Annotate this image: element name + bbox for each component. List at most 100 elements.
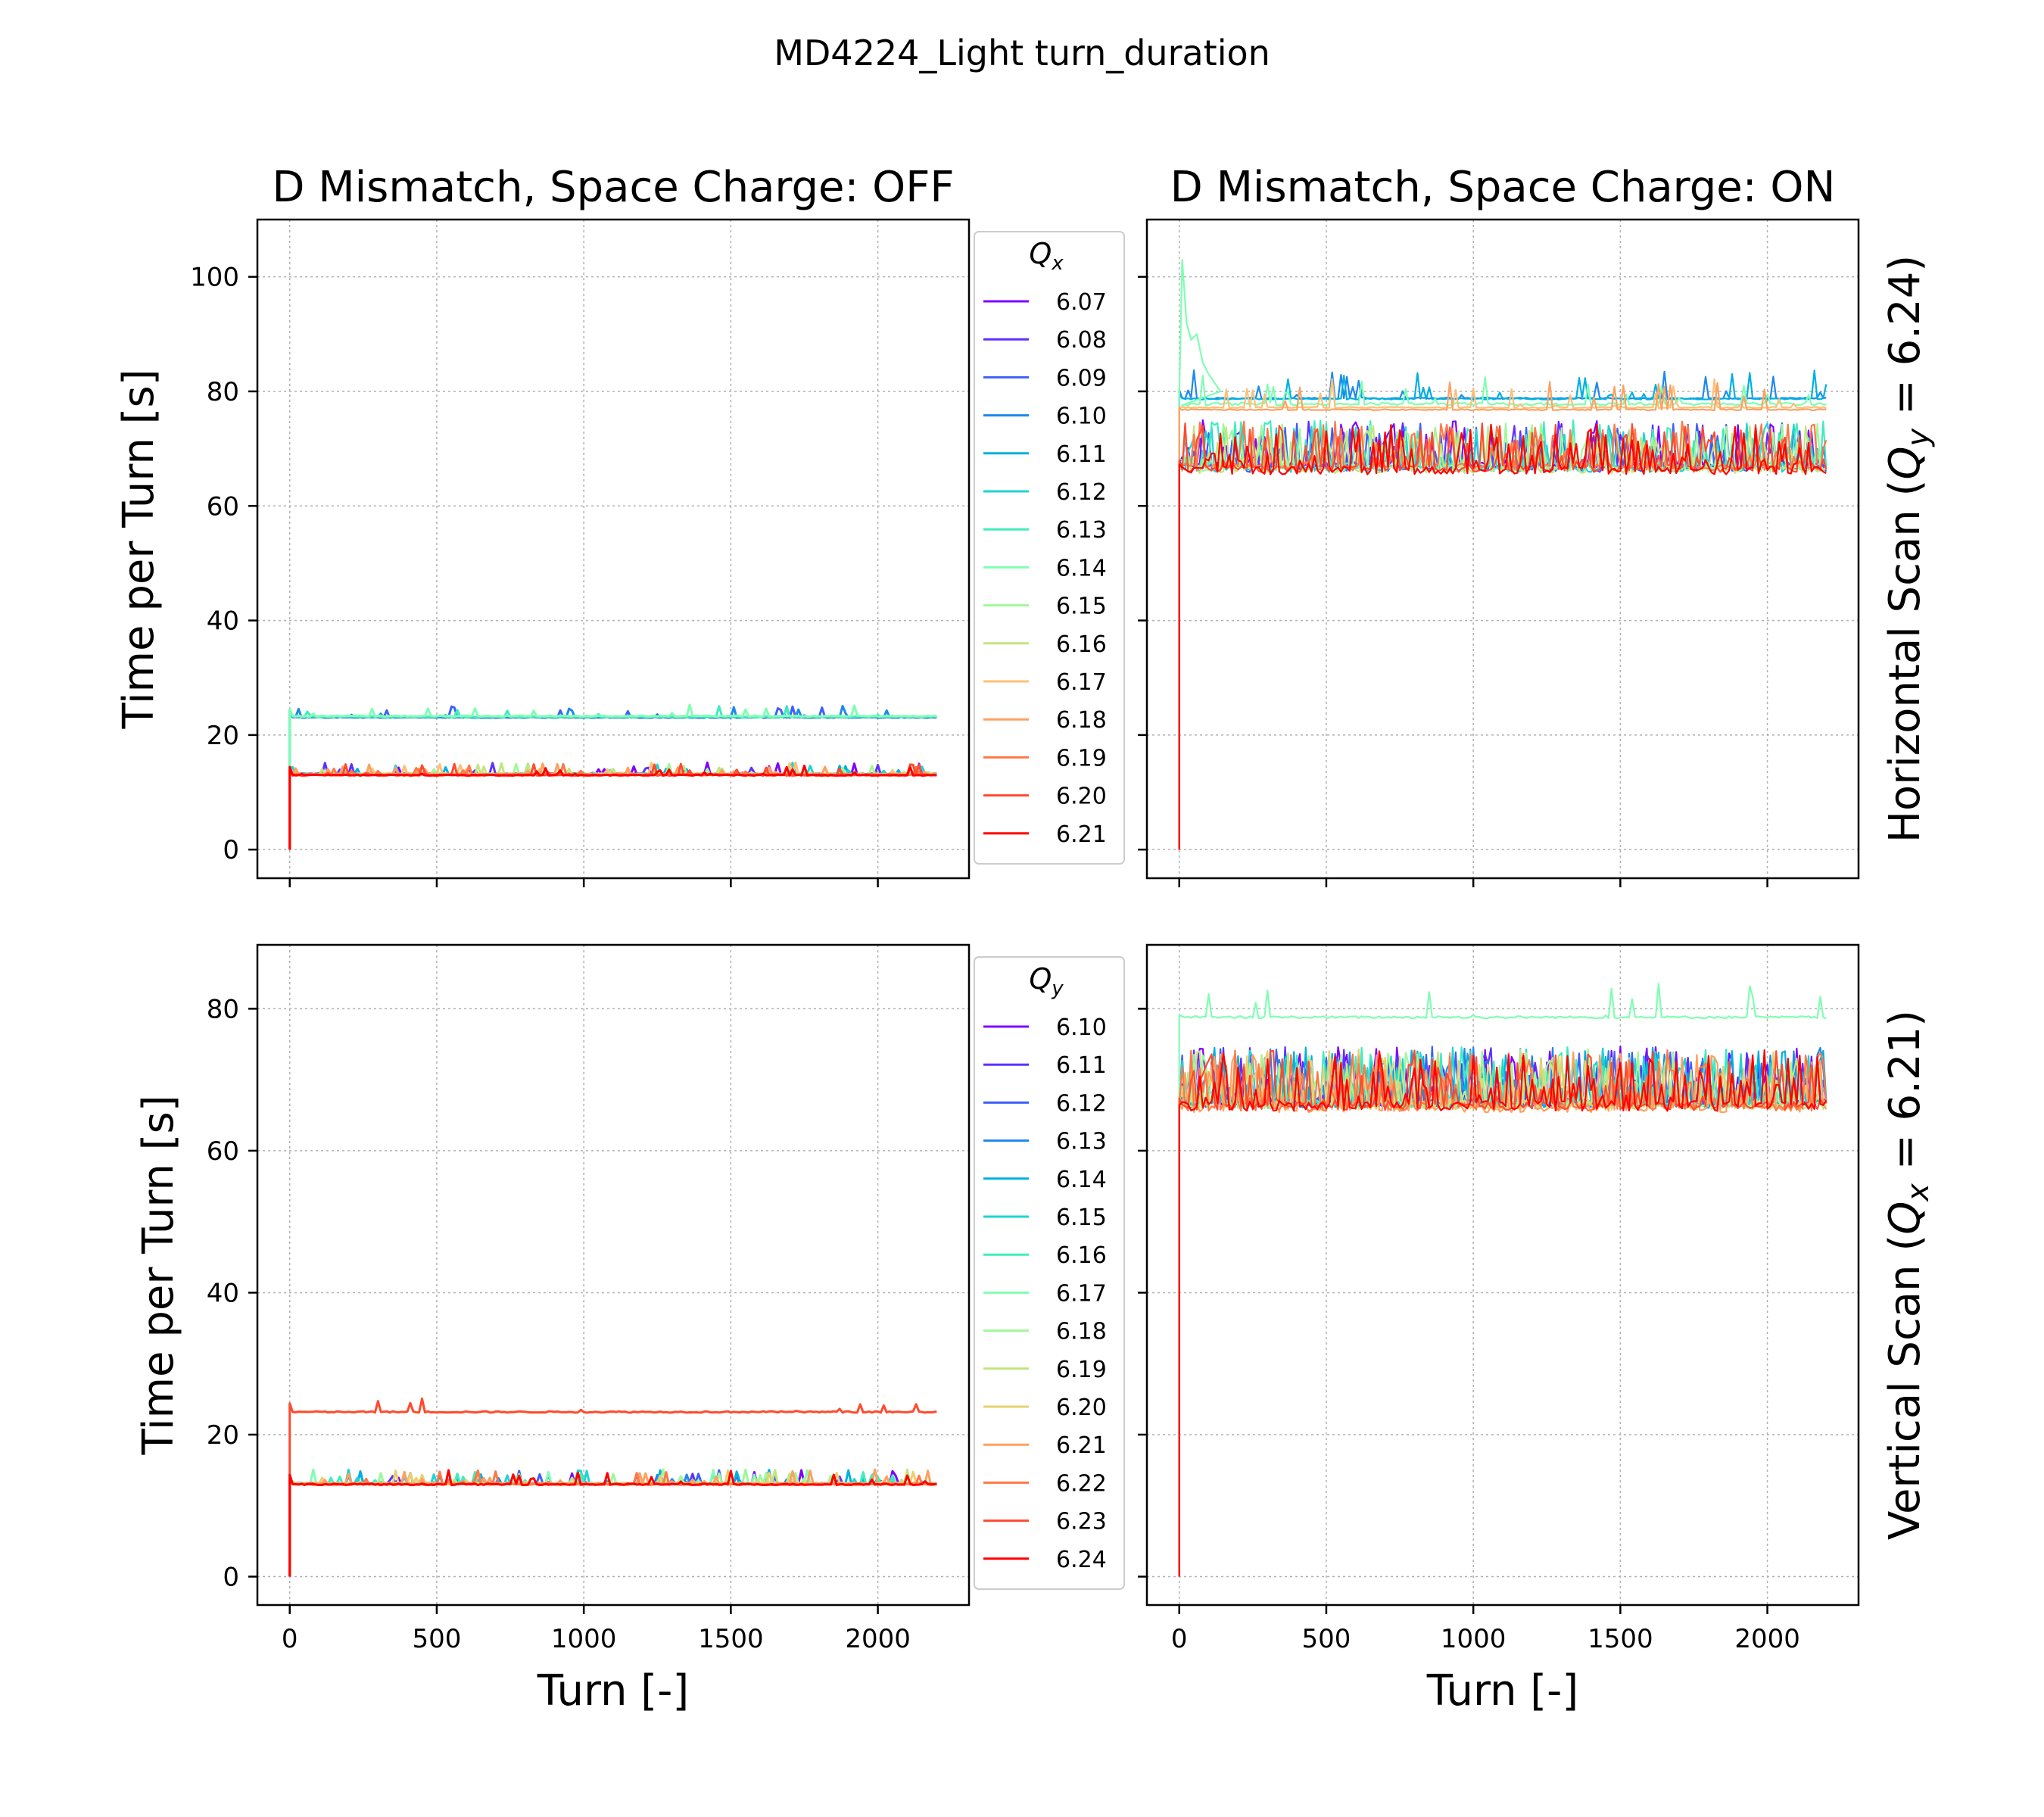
series-line-5	[1178, 1046, 1827, 1577]
legend-entry: 6.23	[1056, 1509, 1107, 1535]
panel-title: D Mismatch, Space Charge: OFF	[272, 163, 954, 212]
series-line-13	[288, 762, 937, 850]
series-line-2	[288, 1469, 937, 1577]
series-line-5	[1178, 422, 1827, 850]
series-line-12	[1178, 420, 1827, 850]
series-line-7	[1178, 983, 1827, 1577]
legend-entry: 6.19	[1056, 745, 1107, 771]
legend-entry: 6.17	[1056, 1280, 1107, 1307]
y-tick-label: 0	[223, 835, 239, 865]
series-line-3	[1178, 1046, 1827, 1577]
series-line-3	[288, 705, 937, 850]
x-tick-label: 1500	[698, 1624, 764, 1654]
y-tick-label: 60	[207, 491, 239, 522]
y-tick-label: 40	[207, 606, 239, 637]
series-line-8	[1178, 1048, 1827, 1577]
legend-entry: 6.20	[1056, 784, 1107, 810]
panel-0: 0 20 40 60 80 100 D Mismatch, Space Charge: OF…	[114, 163, 1125, 887]
x-tick-label: 500	[412, 1624, 461, 1654]
legend-entry: 6.16	[1056, 631, 1107, 658]
series-line-7	[1178, 258, 1827, 850]
legend-entry: 6.21	[1056, 1432, 1107, 1459]
panel-1: D Mismatch, Space Charge: ON	[1138, 163, 1860, 887]
x-tick-label: 2000	[845, 1624, 911, 1654]
x-tick-label: 1500	[1588, 1624, 1653, 1654]
series-line-9	[1178, 425, 1827, 850]
legend-box	[974, 956, 1125, 1590]
series-line-1	[288, 1473, 937, 1577]
series-line-2	[1178, 422, 1827, 850]
legend-entry: 6.11	[1056, 441, 1107, 468]
legend-entry: 6.12	[1056, 1090, 1107, 1117]
axes-frame	[256, 218, 971, 880]
series-line-7	[288, 703, 937, 850]
series-line-2	[1178, 1046, 1827, 1577]
axes-frame	[256, 943, 971, 1607]
series-line-4	[288, 765, 937, 850]
legend-box	[974, 231, 1125, 865]
x-tick-label: 500	[1301, 1624, 1351, 1654]
series-line-2	[288, 705, 937, 850]
legend-entry: 6.24	[1056, 1547, 1107, 1573]
legend-entry: 6.08	[1056, 327, 1107, 354]
axes-frame	[1145, 218, 1860, 880]
legend-entry: 6.07	[1056, 289, 1107, 316]
series-line-14	[1178, 423, 1827, 850]
legend-entry: 6.19	[1056, 1357, 1107, 1383]
y-tick-label: 20	[207, 721, 239, 751]
legend-entry: 6.10	[1056, 1014, 1107, 1041]
x-tick-label: 1000	[551, 1624, 617, 1654]
series-line-14	[288, 764, 937, 850]
series-line-14	[288, 1469, 937, 1577]
axes-frame	[1145, 943, 1860, 1607]
legend-entry: 6.16	[1056, 1242, 1107, 1269]
series-line-11	[1178, 1051, 1827, 1577]
legend-entry: 6.15	[1056, 1205, 1107, 1231]
series-line-0	[288, 1469, 937, 1577]
y-tick-label: 80	[207, 994, 239, 1024]
panel-3: 0 500 1000 1500 2000 Turn [-]	[1138, 943, 1860, 1716]
legend: Qy6.106.116.126.136.146.156.166.176.186.…	[974, 956, 1125, 1590]
x-tick-label: 0	[282, 1624, 298, 1654]
y-tick-label: 60	[207, 1136, 239, 1167]
series-line-6	[288, 1470, 937, 1577]
legend: Qx 6.07 6.08 6.09 6.10 6.11 6.12 6.13 6.14 6.15 6.…	[974, 231, 1125, 865]
series-line-10	[1178, 1048, 1827, 1577]
series-group	[288, 1397, 937, 1577]
legend-entry: 6.13	[1056, 517, 1107, 544]
series-line-13	[1178, 422, 1827, 850]
legend-entry: 6.09	[1056, 365, 1107, 391]
x-axis-label: Turn [-]	[1426, 1666, 1578, 1716]
series-line-12	[288, 763, 937, 850]
series-line-6	[1178, 419, 1827, 850]
series-line-12	[288, 1469, 937, 1577]
y-tick-label: 80	[207, 377, 239, 407]
y-tick-label: 20	[207, 1420, 239, 1451]
y-axis-label: Time per Turn [s]	[114, 369, 164, 729]
x-axis-label: Turn [-]	[537, 1666, 689, 1716]
series-line-13	[288, 1397, 937, 1577]
y-tick-label: 100	[190, 263, 239, 293]
series-line-10	[1178, 378, 1827, 850]
panel-2: 0 500 1000 1500 2000 0 20 40 60 80 Turn [-] Time pe…	[134, 943, 1125, 1716]
series-line-10	[288, 1469, 937, 1577]
y-tick-label: 40	[207, 1278, 239, 1308]
series-line-14	[1178, 1049, 1827, 1577]
legend-entry: 6.10	[1056, 404, 1107, 430]
figure-suptitle: MD4224_Light turn_duration	[774, 33, 1270, 73]
x-tick-label: 0	[1171, 1624, 1188, 1654]
series-line-11	[1178, 381, 1827, 850]
legend-entry: 6.12	[1056, 479, 1107, 506]
legend-entry: 6.14	[1056, 555, 1107, 581]
legend-entry: 6.18	[1056, 1319, 1107, 1345]
series-line-8	[1178, 422, 1827, 850]
legend-entry: 6.11	[1056, 1052, 1107, 1079]
series-line-6	[288, 705, 937, 850]
series-line-0	[1178, 1045, 1827, 1577]
legend-entry: 6.14	[1056, 1167, 1107, 1193]
panel-title: D Mismatch, Space Charge: ON	[1170, 163, 1836, 212]
series-group	[1178, 258, 1827, 850]
series-line-0	[1178, 419, 1827, 850]
